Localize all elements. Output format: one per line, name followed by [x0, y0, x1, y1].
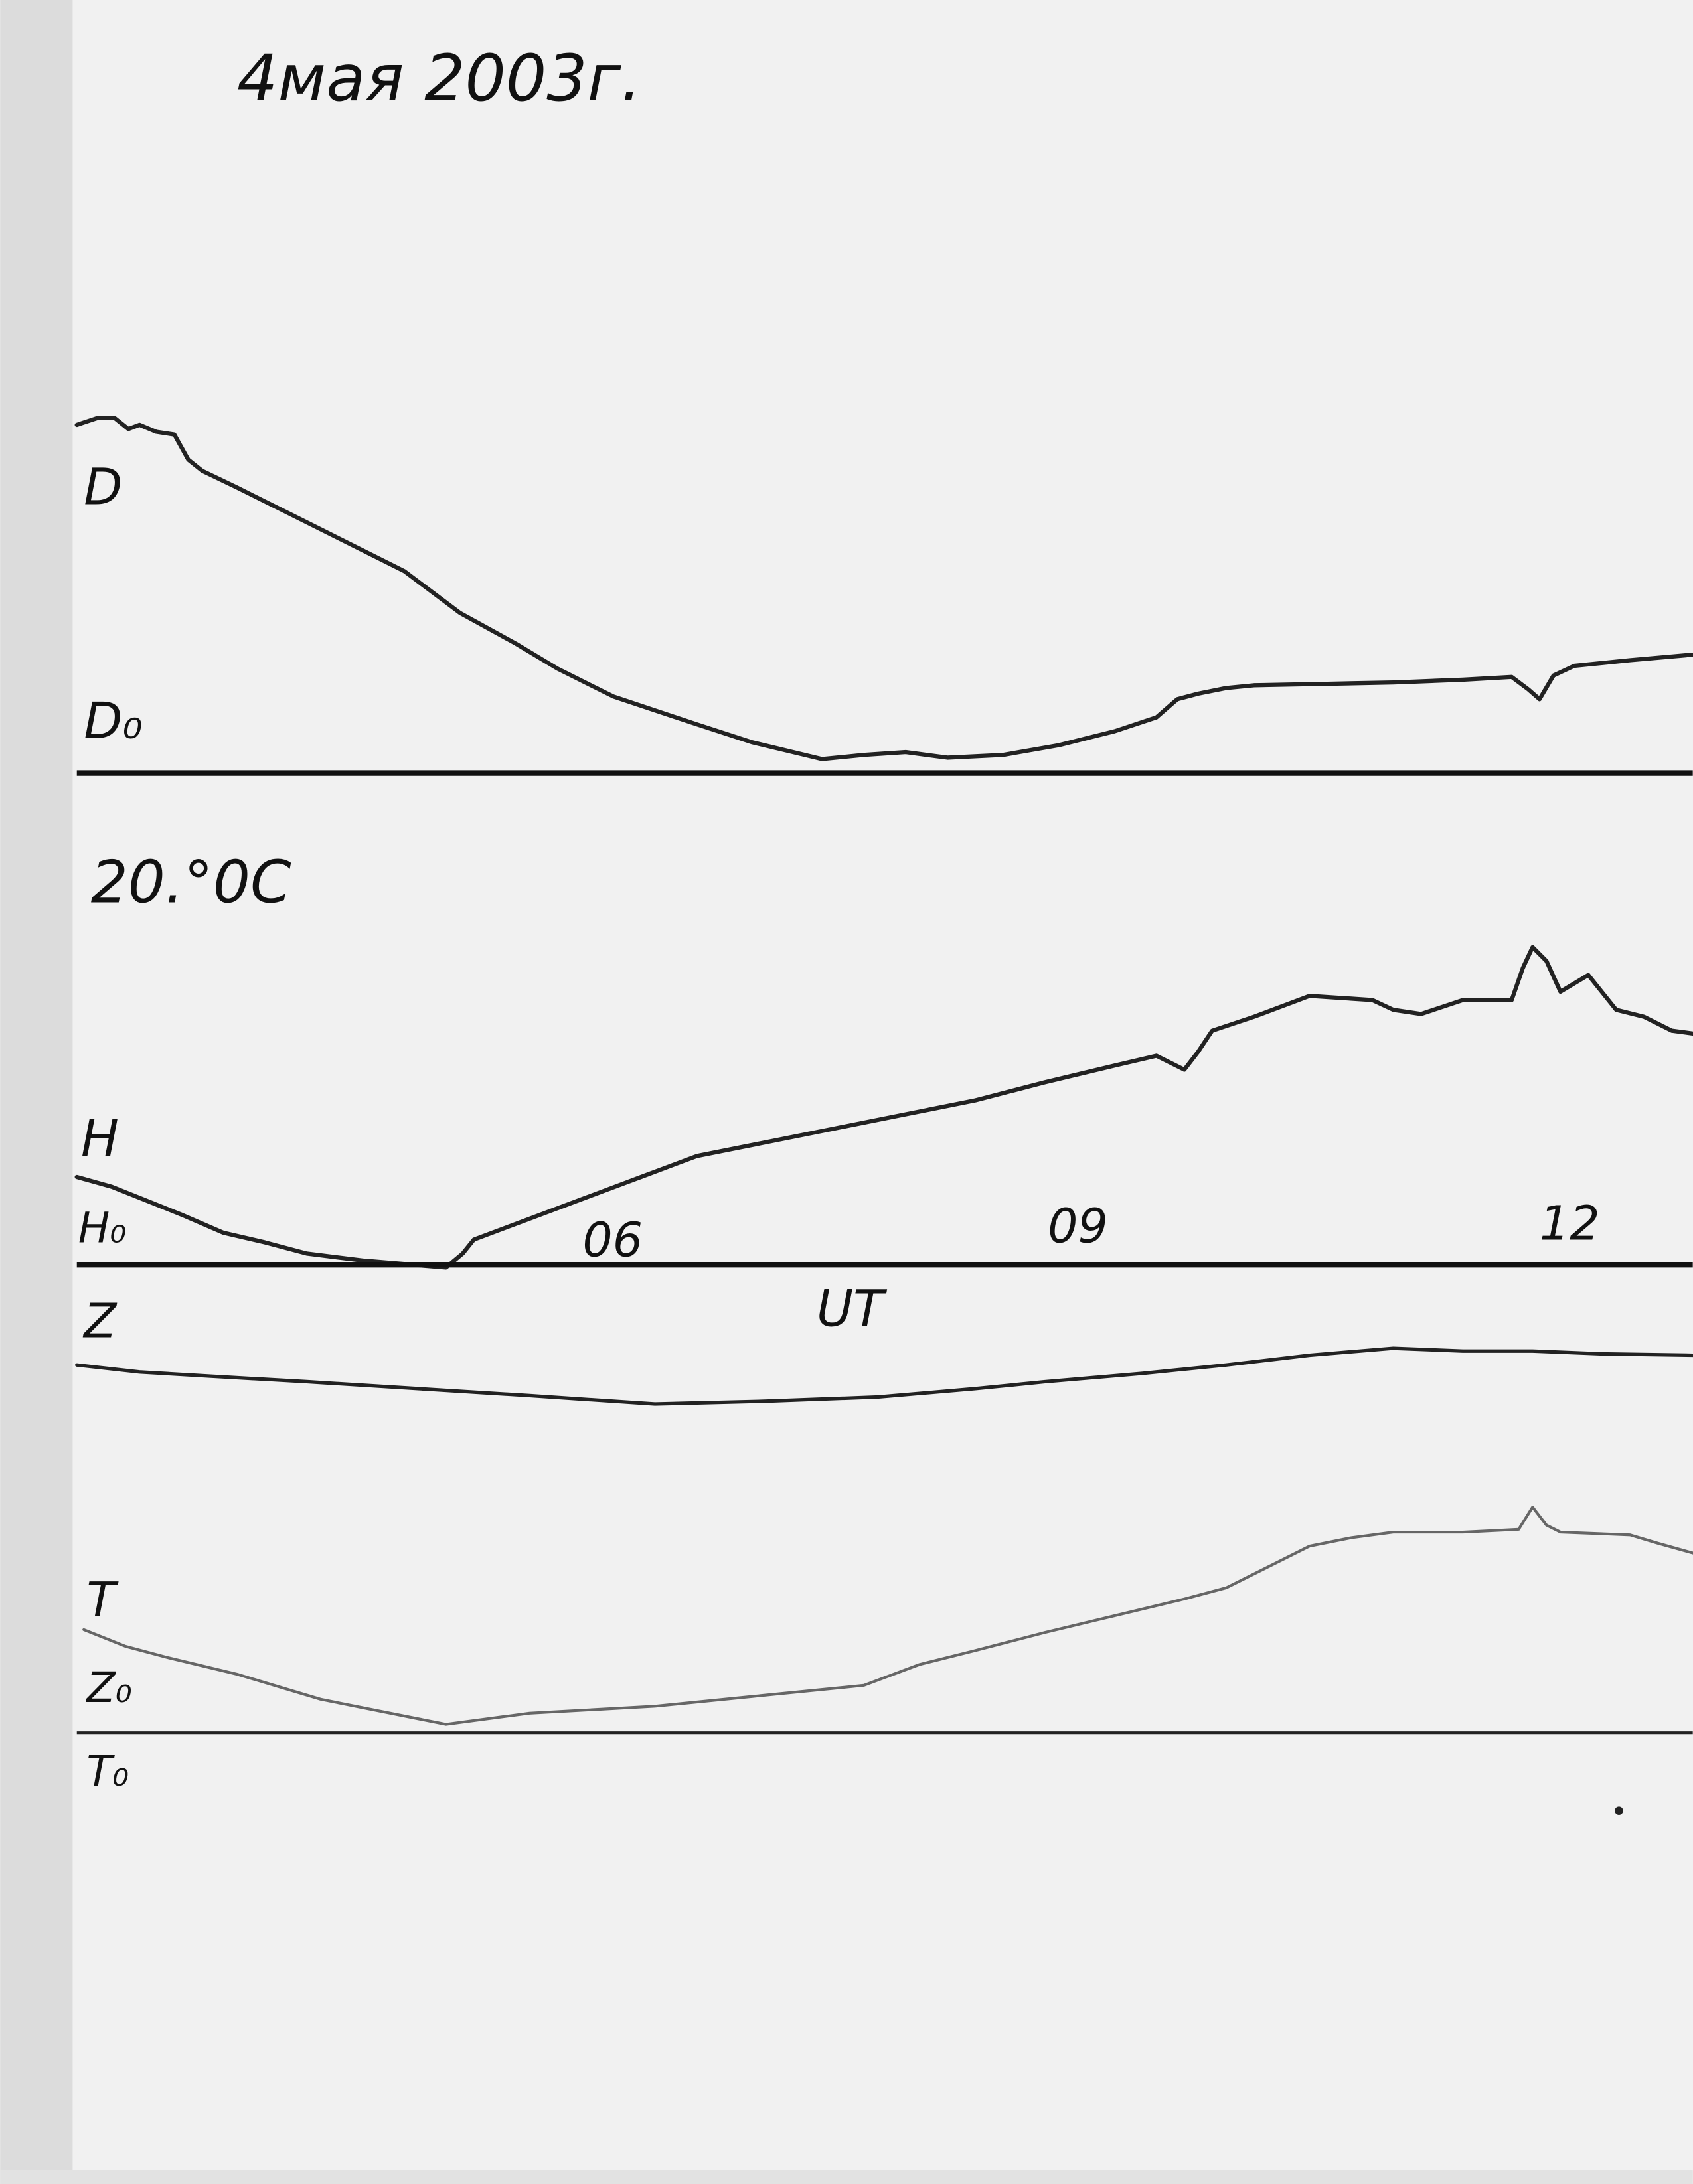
z-trace [75, 1346, 1693, 1406]
z0-label: Z₀ [85, 1664, 131, 1712]
temperature-label: 20.°0C [91, 848, 291, 917]
t0-label: T₀ [86, 1747, 129, 1796]
h-trace [74, 945, 1693, 1270]
z-label: Z [82, 1293, 118, 1348]
d-trace [74, 416, 1693, 761]
time-tick-label: 09 [1048, 1199, 1108, 1254]
d-label: D [84, 458, 122, 516]
time-tick-label: 06 [582, 1213, 643, 1268]
d0-label: D₀ [84, 692, 142, 750]
bottom-edge [0, 2170, 1693, 2184]
time-tick-label: 12 [1540, 1196, 1600, 1251]
title: 4мая 2003г. [237, 40, 641, 116]
h0-label: H₀ [78, 1204, 127, 1253]
t-trace [82, 1506, 1693, 1726]
ink-spot [1615, 1806, 1623, 1815]
left-margin [0, 0, 73, 2184]
t-label: T [86, 1572, 119, 1627]
ut-label: UT [817, 1280, 888, 1338]
h-label: H [81, 1110, 119, 1168]
